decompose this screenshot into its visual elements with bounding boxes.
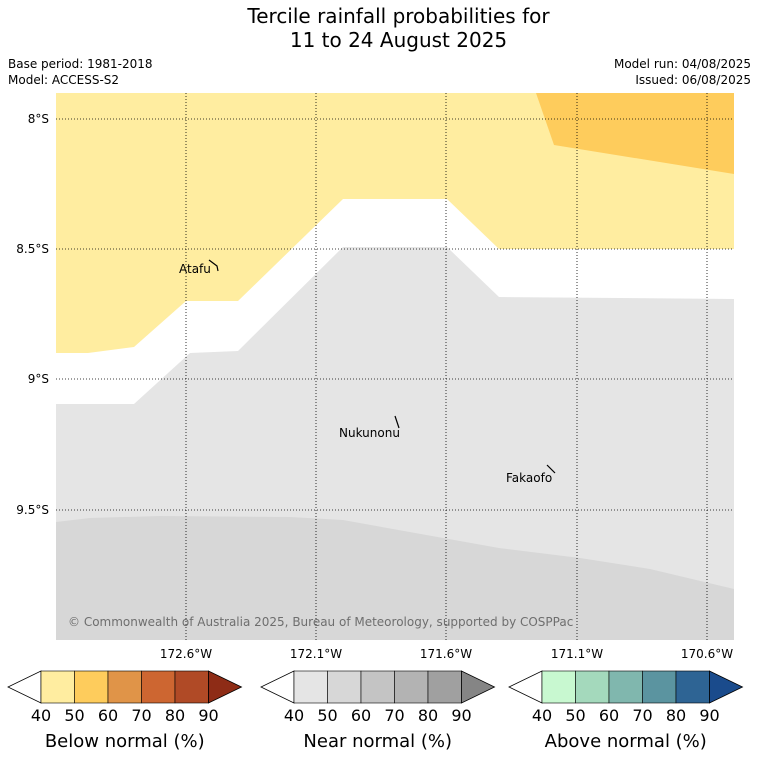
colorbar-swatch	[40, 670, 75, 704]
title-line-1: Tercile rainfall probabilities for	[247, 4, 550, 28]
colorbar-title: Near normal (%)	[303, 731, 452, 752]
lon-label: 171.1°W	[551, 647, 603, 661]
colorbar-swatch	[107, 670, 142, 704]
colorbar-swatch	[327, 670, 362, 704]
colorbar-tick-label: 90	[198, 706, 218, 725]
colorbar-tick-label: 80	[666, 706, 686, 725]
colorbar-tick-label: 70	[131, 706, 151, 725]
colorbar-tick-label: 60	[351, 706, 371, 725]
title-line-2: 11 to 24 August 2025	[289, 28, 508, 52]
colorbar-tick-label: 50	[565, 706, 585, 725]
lat-label: 9.5°S	[16, 503, 49, 517]
latitude-labels: 8°S 8.5°S 9°S 9.5°S	[16, 112, 49, 517]
colorbar-tick-label: 90	[451, 706, 471, 725]
colorbar-tick-label: 70	[632, 706, 652, 725]
colorbar-swatch	[427, 670, 462, 704]
colorbar-swatch	[74, 670, 109, 704]
lon-label: 171.6°W	[420, 647, 472, 661]
colorbar-extend-low	[508, 670, 543, 704]
colorbar-swatch	[541, 670, 576, 704]
colorbar-swatch	[675, 670, 710, 704]
metadata-left: Base period: 1981-2018 Model: ACCESS-S2	[8, 56, 153, 88]
colorbar-tick-label: 80	[165, 706, 185, 725]
model-name: Model: ACCESS-S2	[8, 73, 120, 87]
colorbar-swatch	[141, 670, 176, 704]
colorbars: 40 50 60 70 80 90 Below normal (%) 40 50 60 70 80 90…	[7, 670, 744, 752]
lon-label: 170.6°W	[681, 647, 733, 661]
colorbar-swatch	[608, 670, 643, 704]
colorbar-extend-high	[709, 670, 744, 704]
colorbar-tick-label: 70	[384, 706, 404, 725]
colorbar-swatch	[174, 670, 209, 704]
near-normal-50-region	[56, 516, 734, 640]
metadata-right: Model run: 04/08/2025 Issued: 06/08/2025	[614, 56, 751, 88]
colorbar-0: 40 50 60 70 80 90 Below normal (%)	[7, 670, 243, 752]
colorbar-extend-high	[461, 670, 496, 704]
place-label-nukunonu: Nukunonu	[339, 426, 400, 440]
nukunonu-outline	[394, 415, 400, 429]
colorbar-extend-low	[7, 670, 42, 704]
base-period: Base period: 1981-2018	[8, 57, 153, 71]
colorbar-title: Above normal (%)	[545, 731, 707, 752]
below-normal-60-region	[536, 93, 734, 174]
issued-date: Issued: 06/08/2025	[635, 73, 751, 87]
lon-label: 172.1°W	[290, 647, 342, 661]
fakaofo-outline	[546, 464, 556, 474]
place-label-fakaofo: Fakaofo	[506, 471, 552, 485]
place-label-atafu: Atafu	[179, 262, 211, 276]
colorbar-tick-label: 60	[599, 706, 619, 725]
colorbar-tick-label: 50	[317, 706, 337, 725]
lon-label: 172.6°W	[160, 647, 212, 661]
colorbar-tick-label: 40	[31, 706, 51, 725]
longitude-labels: 172.6°W 172.1°W 171.6°W 171.1°W 170.6°W	[160, 647, 733, 661]
colorbar-2: 40 50 60 70 80 90 Above normal (%)	[508, 670, 744, 752]
colorbar-swatch	[642, 670, 677, 704]
colorbar-extend-low	[260, 670, 295, 704]
colorbar-swatch	[293, 670, 328, 704]
colorbar-swatch	[394, 670, 429, 704]
colorbar-tick-label: 80	[418, 706, 438, 725]
lat-label: 9°S	[28, 372, 49, 386]
copyright-text: © Commonwealth of Australia 2025, Bureau…	[68, 615, 573, 629]
colorbar-tick-label: 60	[98, 706, 118, 725]
map-plot: Atafu Nukunonu Fakaofo © Commonwealth of…	[56, 93, 734, 640]
colorbar-tick-label: 90	[699, 706, 719, 725]
colorbar-swatch	[360, 670, 395, 704]
colorbar-title: Below normal (%)	[45, 731, 205, 752]
colorbar-tick-label: 40	[284, 706, 304, 725]
atoll-outlines	[208, 259, 556, 474]
atafu-outline	[208, 259, 219, 272]
colorbar-extend-high	[208, 670, 243, 704]
graticule	[56, 93, 734, 640]
lat-label: 8.5°S	[16, 242, 49, 256]
map-title: Tercile rainfall probabilities for 11 to…	[0, 4, 758, 52]
model-run: Model run: 04/08/2025	[613, 57, 751, 71]
colorbar-tick-label: 50	[64, 706, 84, 725]
below-normal-50-region	[56, 93, 734, 353]
colorbar-swatch	[575, 670, 610, 704]
lat-label: 8°S	[28, 112, 49, 126]
colorbar-tick-label: 40	[532, 706, 552, 725]
colorbar-1: 40 50 60 70 80 90 Near normal (%)	[260, 670, 496, 752]
